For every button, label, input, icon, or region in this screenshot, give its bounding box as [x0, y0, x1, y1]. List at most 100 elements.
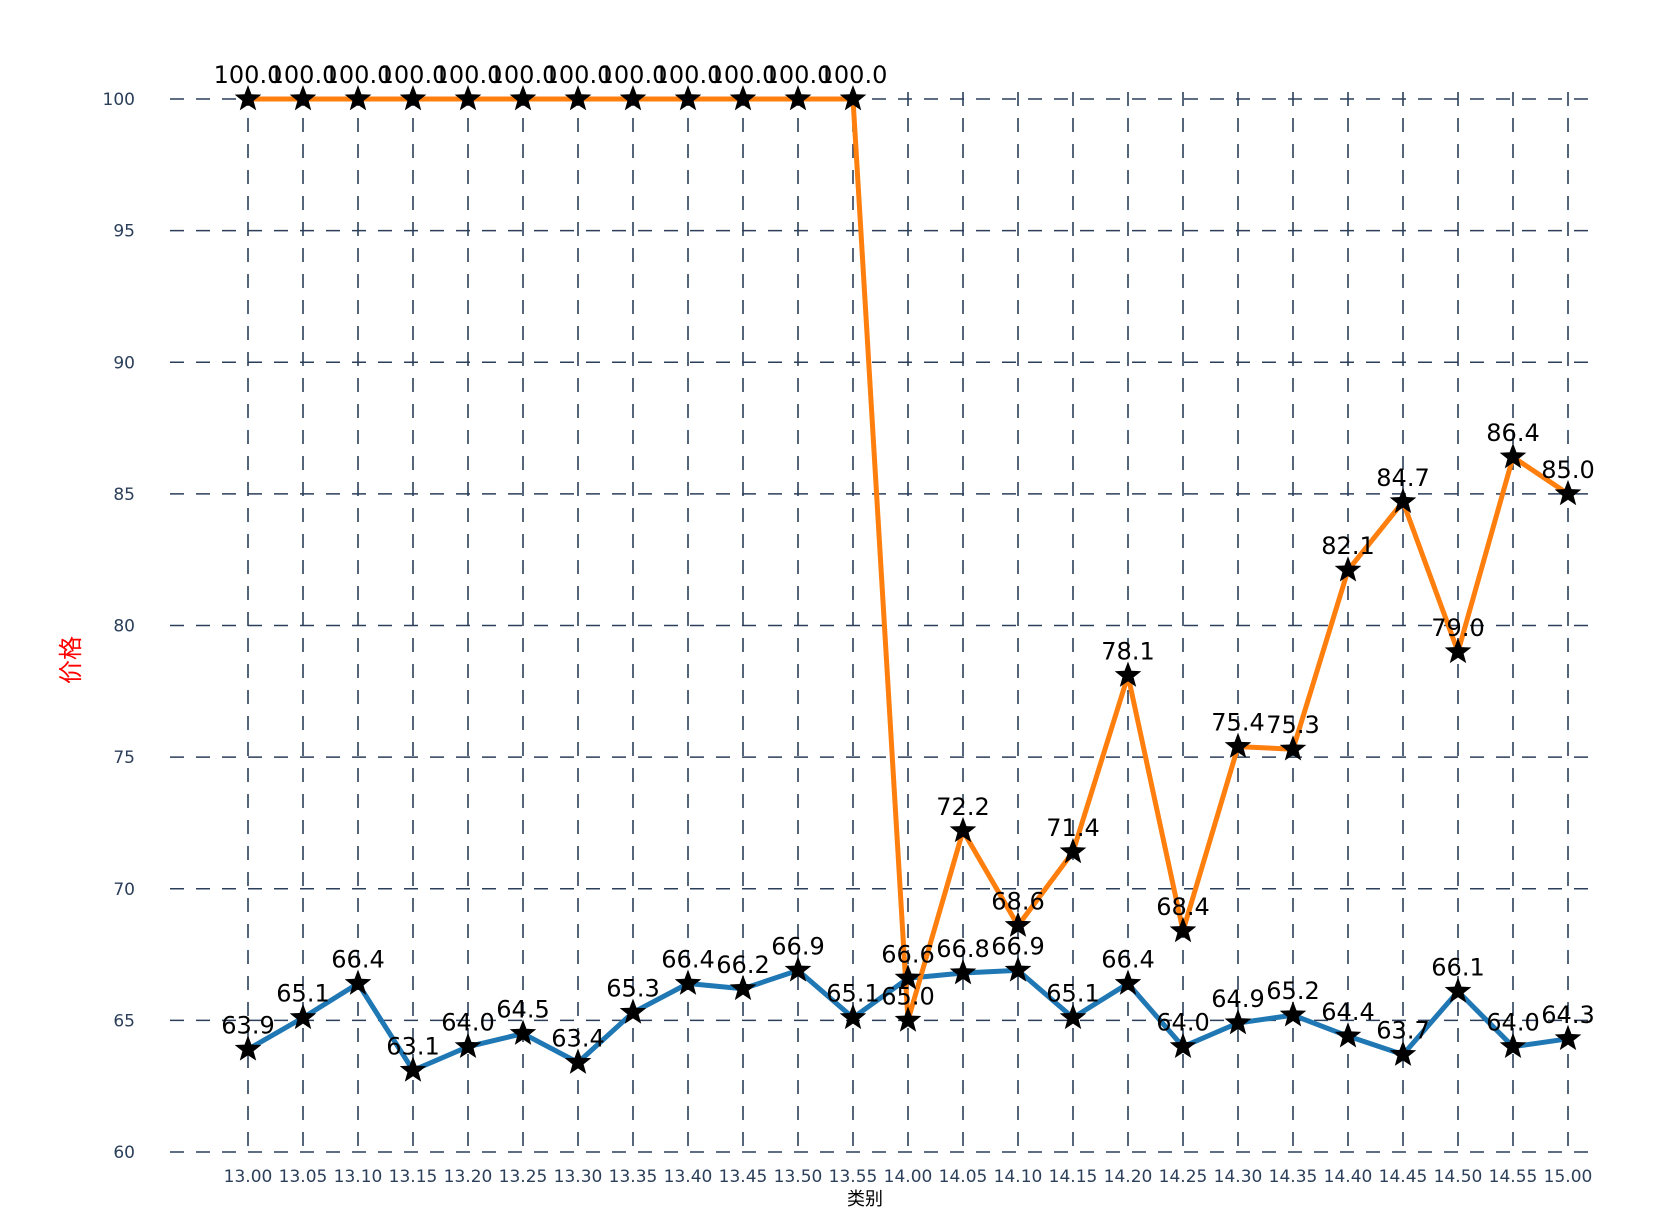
data-point-marker	[454, 85, 482, 111]
data-point-marker	[729, 85, 757, 111]
x-tick-label: 14.20	[1104, 1167, 1153, 1187]
data-label: 63.7	[1376, 1017, 1429, 1045]
x-tick-label: 13.05	[279, 1167, 328, 1187]
data-point-marker	[894, 964, 922, 990]
data-label: 66.1	[1431, 953, 1484, 981]
data-point-marker	[1554, 479, 1582, 506]
data-point-marker	[1499, 1032, 1527, 1059]
y-axis: 60 65 70 75 80 85 90 95 100	[103, 90, 135, 1163]
data-point-marker	[1389, 487, 1417, 514]
data-point-marker	[1114, 969, 1142, 995]
data-point-marker	[784, 85, 812, 111]
y-axis-title: 价格	[57, 636, 85, 684]
data-point-marker	[564, 85, 592, 111]
data-label: 64.3	[1541, 1001, 1594, 1029]
data-label: 68.6	[991, 888, 1044, 916]
data-label: 66.8	[936, 935, 989, 963]
data-label: 64.0	[1156, 1009, 1209, 1037]
data-point-marker	[839, 1003, 867, 1030]
x-tick-label: 14.45	[1379, 1167, 1428, 1187]
data-label: 71.4	[1046, 814, 1099, 842]
data-point-marker	[619, 85, 647, 111]
data-point-marker	[1444, 637, 1472, 664]
data-label: 66.9	[991, 932, 1044, 960]
data-labels: 63.965.166.463.164.0 64.563.465.366.4 66.2…	[214, 61, 1595, 1060]
data-label: 63.4	[551, 1024, 604, 1052]
data-point-marker	[1169, 1032, 1197, 1059]
data-label: 100.0	[269, 61, 338, 89]
data-label: 64.4	[1321, 998, 1374, 1026]
x-tick-label: 15.00	[1544, 1167, 1593, 1187]
data-label: 100.0	[324, 61, 393, 89]
data-label: 66.4	[1101, 946, 1154, 974]
data-label: 68.4	[1156, 893, 1209, 921]
y-tick-label: 100	[103, 90, 135, 110]
data-point-marker	[1499, 443, 1527, 469]
data-label: 63.9	[221, 1011, 274, 1039]
y-tick-label: 95	[113, 222, 135, 242]
data-label: 65.3	[606, 974, 659, 1002]
data-label: 78.1	[1101, 638, 1154, 666]
data-label: 66.4	[661, 946, 714, 974]
data-label: 64.9	[1211, 985, 1264, 1013]
y-tick-label: 90	[113, 353, 135, 373]
data-label: 66.6	[881, 940, 934, 968]
data-label: 82.1	[1321, 532, 1374, 560]
series-markers	[234, 85, 1582, 1082]
data-point-marker	[1224, 1009, 1252, 1035]
data-point-marker	[1169, 916, 1197, 943]
data-point-marker	[399, 1056, 427, 1082]
x-tick-label: 13.10	[334, 1167, 383, 1187]
data-point-marker	[399, 85, 427, 111]
x-tick-label: 13.55	[829, 1167, 878, 1187]
data-point-marker	[949, 816, 977, 843]
data-point-marker	[949, 958, 977, 985]
x-tick-label: 13.20	[444, 1167, 493, 1187]
data-point-marker	[234, 85, 262, 111]
data-label: 100.0	[709, 61, 778, 89]
data-point-marker	[1279, 735, 1307, 761]
data-label: 63.1	[386, 1032, 439, 1060]
data-point-marker	[784, 956, 812, 982]
data-point-marker	[729, 974, 757, 1001]
x-tick-label: 14.40	[1324, 1167, 1373, 1187]
data-label: 85.0	[1541, 456, 1594, 484]
x-tick-label: 13.45	[719, 1167, 768, 1187]
data-point-marker	[454, 1032, 482, 1059]
data-point-marker	[289, 1003, 317, 1030]
x-tick-label: 13.40	[664, 1167, 713, 1187]
data-point-marker	[619, 998, 647, 1024]
data-point-marker	[1004, 911, 1032, 937]
data-point-marker	[1224, 732, 1252, 758]
data-point-marker	[1114, 661, 1142, 687]
data-label: 75.4	[1211, 709, 1264, 737]
data-point-marker	[674, 969, 702, 995]
x-tick-label: 13.30	[554, 1167, 603, 1187]
data-point-marker	[289, 85, 317, 111]
data-label: 64.5	[496, 996, 549, 1024]
data-point-marker	[1279, 1001, 1307, 1027]
data-label: 64.0	[1486, 1009, 1539, 1037]
data-label: 75.3	[1266, 711, 1319, 739]
x-axis-title: 类别	[847, 1189, 883, 1210]
data-label: 65.2	[1266, 977, 1319, 1005]
x-tick-label: 14.25	[1159, 1167, 1208, 1187]
data-point-marker	[1059, 1003, 1087, 1030]
data-label: 100.0	[434, 61, 503, 89]
data-point-marker	[1004, 956, 1032, 982]
x-tick-label: 13.00	[224, 1167, 273, 1187]
data-label: 65.1	[826, 980, 879, 1008]
data-label: 65.1	[1046, 980, 1099, 1008]
data-label: 79.0	[1431, 614, 1484, 642]
x-tick-label: 14.00	[884, 1167, 933, 1187]
data-point-marker	[1059, 837, 1087, 864]
data-point-marker	[564, 1048, 592, 1074]
data-point-marker	[1389, 1040, 1417, 1066]
data-label: 100.0	[599, 61, 668, 89]
data-label: 100.0	[654, 61, 723, 89]
x-tick-label: 14.30	[1214, 1167, 1263, 1187]
data-label: 100.0	[379, 61, 448, 89]
x-tick-label: 14.15	[1049, 1167, 1098, 1187]
data-point-marker	[1334, 556, 1362, 582]
data-label: 86.4	[1486, 419, 1539, 447]
